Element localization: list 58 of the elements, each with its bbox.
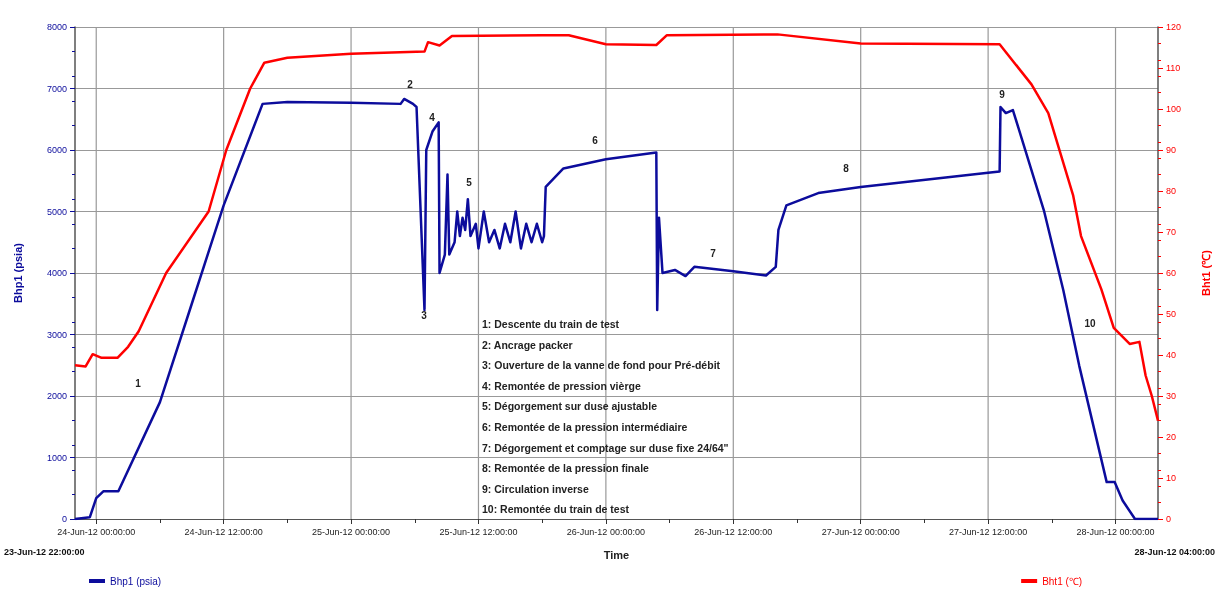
annotation: 6: Remontée de la pression intermédiaire (482, 421, 688, 433)
annotation: 5: Dégorgement sur duse ajustable (482, 400, 658, 413)
y2-tick-label: 30 (1166, 391, 1177, 401)
annotation: 7: Dégorgement et comptage sur duse fixe 24/64" (482, 441, 729, 454)
annotation: 1 (135, 377, 142, 389)
annotation: 4 (429, 111, 436, 123)
x-tick-label: 25-Jun-12 00:00:00 (312, 526, 391, 537)
x-tick-label: 26-Jun-12 12:00:00 (694, 526, 773, 537)
annotation: 9 (999, 88, 1006, 100)
annotation: 10: Remontée du train de test (482, 503, 630, 516)
annotation: 3: Ouverture de la vanne de fond pour Pré-débit (482, 359, 721, 372)
annotation: 8: Remontée de la pression finale (482, 462, 650, 475)
x-tick-label: 27-Jun-12 00:00:00 (821, 526, 900, 537)
y-tick-label: 8000 (46, 22, 67, 32)
x-axis-title: Time (603, 548, 630, 561)
annotation: 1: Descente du train de test (482, 318, 620, 330)
y-axis-title: Bhp1 (psia) (11, 242, 24, 303)
y2-tick-label: 120 (1166, 22, 1182, 32)
y-tick-label: 0 (61, 514, 67, 524)
annotation: 4: Remontée de pression vièrge (482, 379, 641, 392)
y2-tick-label: 80 (1166, 186, 1177, 196)
legend-label: Bhp1 (psia) (110, 575, 162, 587)
y-tick-label: 3000 (46, 329, 67, 340)
legend-label: Bht1 (℃) (1042, 575, 1083, 587)
y-tick-label: 7000 (46, 83, 67, 94)
y2-tick-label: 50 (1166, 309, 1177, 319)
y-tick-label: 4000 (46, 268, 67, 278)
annotation: 2: Ancrage packer (482, 338, 573, 351)
x-tick-label: 24-Jun-12 12:00:00 (184, 526, 263, 537)
annotation: 3 (421, 309, 428, 321)
annotation: 9: Circulation inverse (482, 482, 589, 495)
y-tick-label: 2000 (46, 391, 67, 401)
y2-tick-label: 0 (1166, 514, 1172, 524)
annotation: 6 (592, 134, 599, 146)
y2-tick-label: 110 (1166, 63, 1181, 73)
x-tick-label: 25-Jun-12 12:00:00 (439, 526, 518, 537)
x-tick-label: 28-Jun-12 00:00:00 (1076, 526, 1155, 537)
y2-tick-label: 60 (1166, 268, 1177, 278)
y2-tick-label: 90 (1166, 145, 1177, 155)
annotation: 2 (407, 78, 414, 90)
y-tick-label: 1000 (46, 452, 67, 463)
annotation: 7 (710, 247, 717, 259)
annotation: 10 (1084, 317, 1096, 329)
y2-tick-label: 70 (1166, 227, 1177, 237)
annotation: 8 (843, 162, 850, 174)
y2-tick-label: 40 (1166, 350, 1177, 360)
annotation: 5 (466, 176, 473, 188)
text: 23-Jun-12 22:00:00 (4, 547, 85, 557)
y-tick-label: 5000 (46, 206, 67, 217)
x-tick-label: 24-Jun-12 00:00:00 (57, 526, 136, 537)
text: 28-Jun-12 04:00:00 (1134, 547, 1215, 557)
y-tick-label: 6000 (46, 145, 67, 155)
y2-axis-title: Bht1 (℃) (1199, 249, 1212, 296)
y2-tick-label: 20 (1166, 432, 1177, 442)
x-tick-label: 27-Jun-12 12:00:00 (949, 526, 1028, 537)
y2-tick-label: 10 (1166, 473, 1177, 483)
y2-tick-label: 100 (1166, 104, 1182, 114)
x-tick-label: 26-Jun-12 00:00:00 (566, 526, 645, 537)
